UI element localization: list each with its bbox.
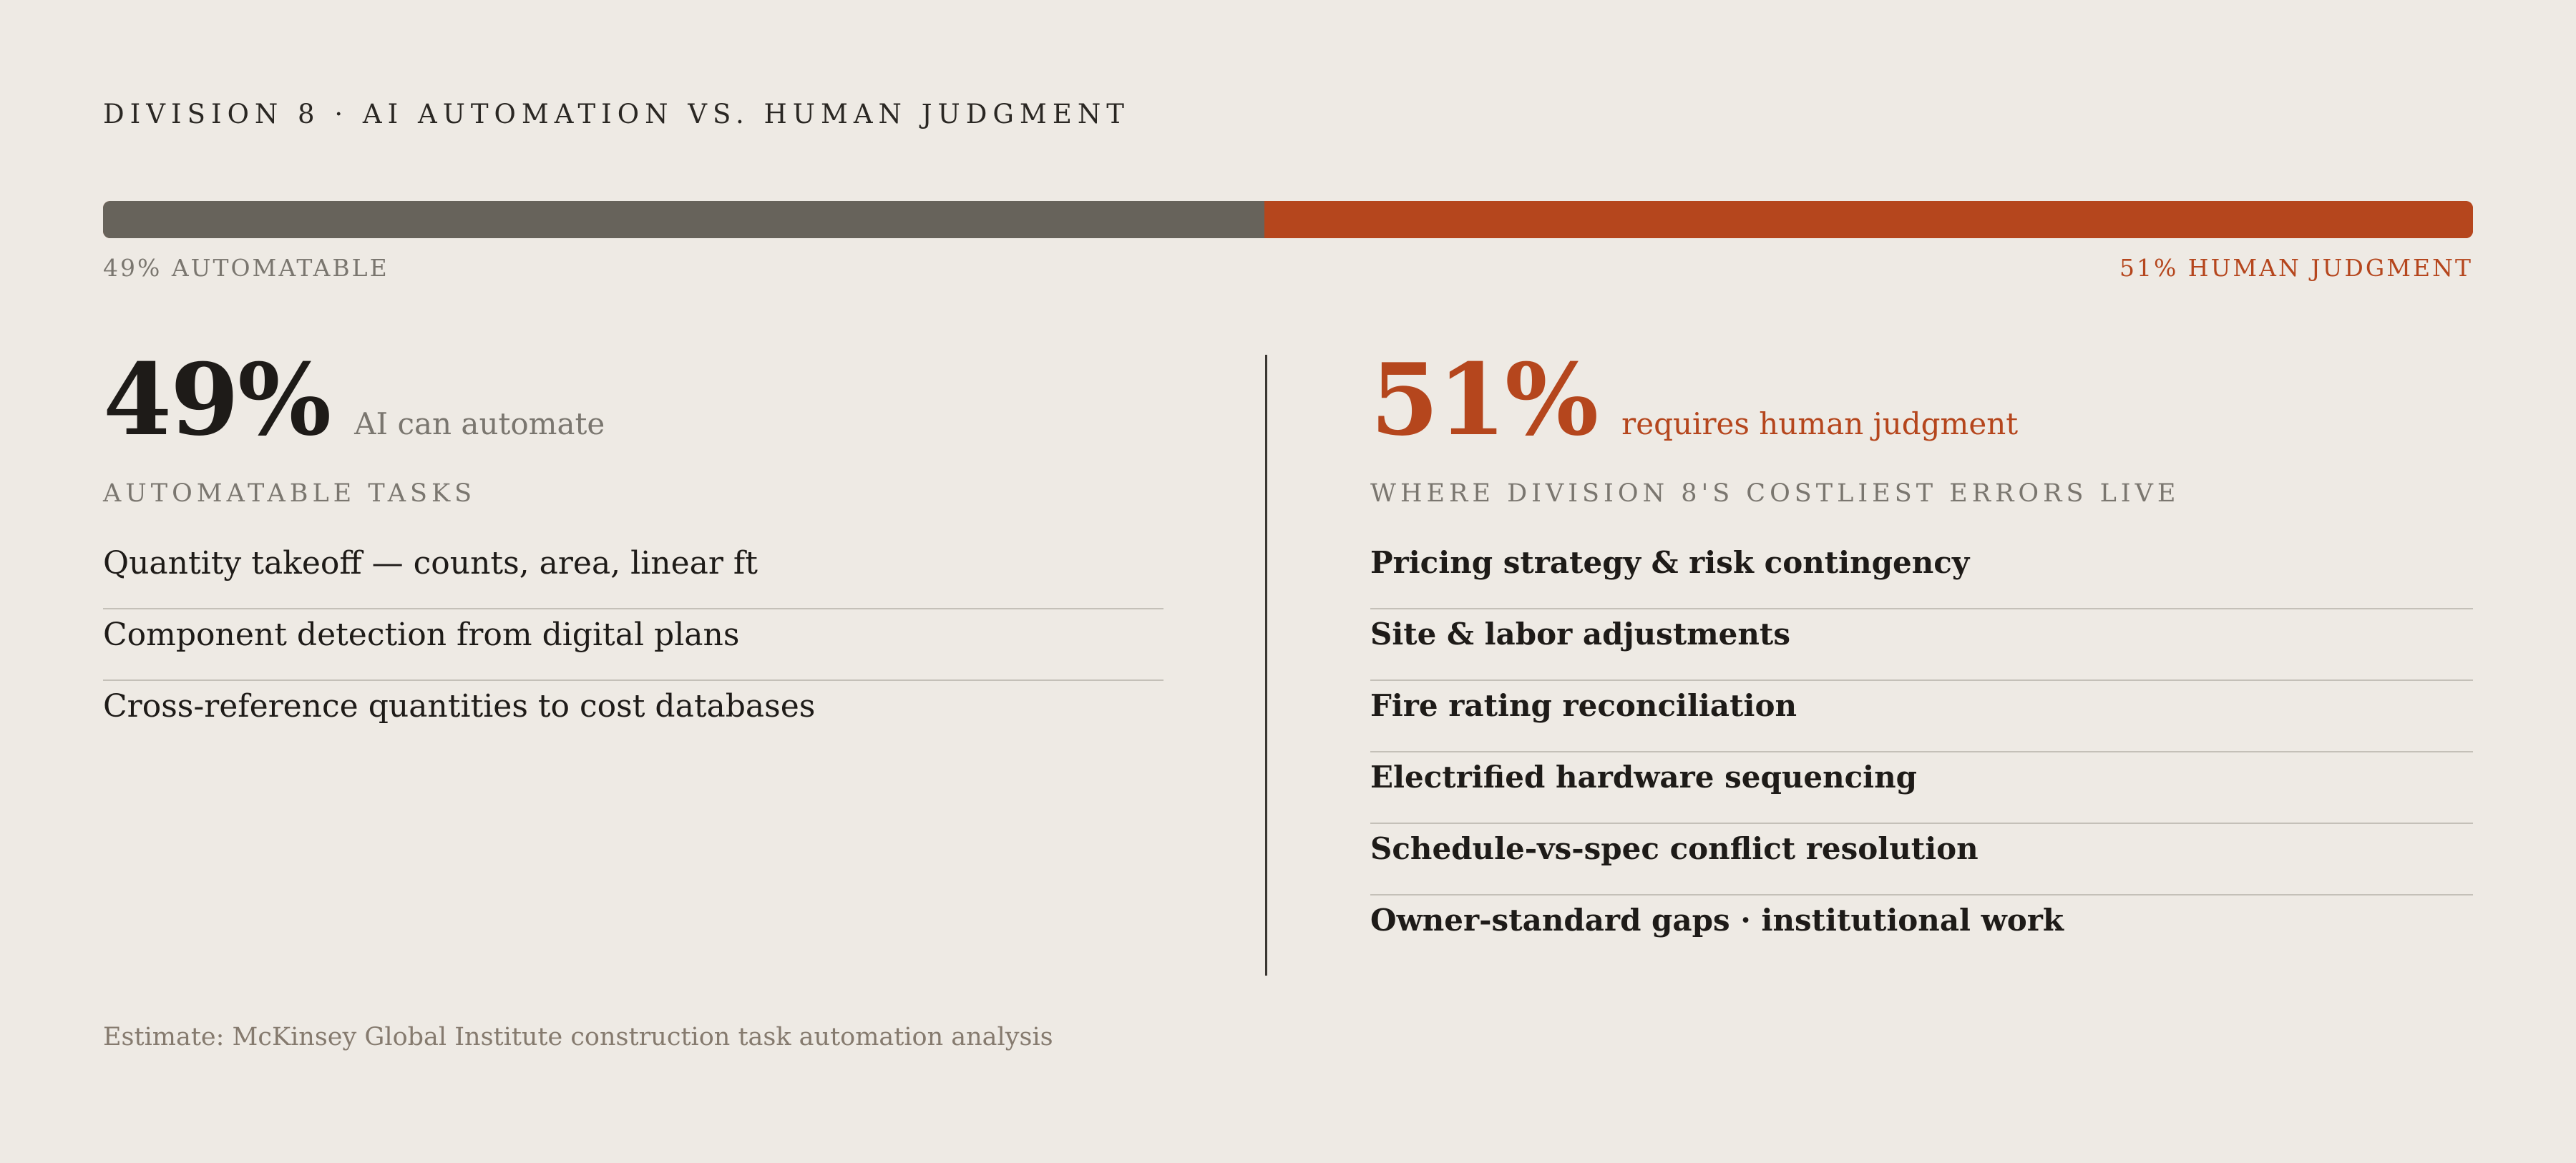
human-judgment-headline: 51% requires human judgment xyxy=(1370,350,2473,451)
automatable-percentage: 49% xyxy=(103,341,331,458)
human-judgment-column: 51% requires human judgment WHERE DIVISI… xyxy=(1370,350,2473,968)
human-judgment-task-item: Schedule-vs-spec conflict resolution xyxy=(1370,825,2473,895)
automatable-task-item: Cross-reference quantities to cost datab… xyxy=(103,688,816,725)
human-judgment-segment xyxy=(1264,201,2473,238)
human-judgment-task-item: Pricing strategy & risk contingency xyxy=(1370,539,2473,609)
automatable-segment xyxy=(103,201,1264,238)
automatable-caption: AI can automate xyxy=(354,406,605,441)
human-judgment-task-item: Site & labor adjustments xyxy=(1370,611,2473,681)
human-judgment-bar-label: 51% HUMAN JUDGMENT xyxy=(2119,254,2473,282)
automatable-bar-label: 49% AUTOMATABLE xyxy=(103,254,389,282)
human-judgment-percentage: 51% xyxy=(1370,341,1599,458)
automatable-column: 49% AI can automate AUTOMATABLE TASKS Qu… xyxy=(103,350,1163,754)
automatable-task-list: Quantity takeoff — counts, area, linear … xyxy=(103,539,1163,752)
human-judgment-task-item: Owner-standard gaps · institutional work xyxy=(1370,903,2064,938)
automatable-section-label: AUTOMATABLE TASKS xyxy=(103,479,477,508)
source-footnote: Estimate: McKinsey Global Institute cons… xyxy=(103,1023,1053,1051)
automatable-headline: 49% AI can automate xyxy=(103,350,1163,451)
column-divider xyxy=(1265,355,1267,976)
automatable-task-item: Quantity takeoff — counts, area, linear … xyxy=(103,539,1163,609)
automatable-task-item: Component detection from digital plans xyxy=(103,611,1163,681)
human-judgment-caption: requires human judgment xyxy=(1621,406,2019,441)
costliest-errors-section-label: WHERE DIVISION 8'S COSTLIEST ERRORS LIVE xyxy=(1370,479,2180,508)
automation-split-bar xyxy=(103,201,2473,238)
human-judgment-task-item: Electrified hardware sequencing xyxy=(1370,754,2473,824)
page-title: DIVISION 8 · AI AUTOMATION VS. HUMAN JUD… xyxy=(103,99,1130,129)
human-judgment-task-item: Fire rating reconciliation xyxy=(1370,682,2473,752)
human-judgment-task-list: Pricing strategy & risk contingency Site… xyxy=(1370,539,2473,967)
